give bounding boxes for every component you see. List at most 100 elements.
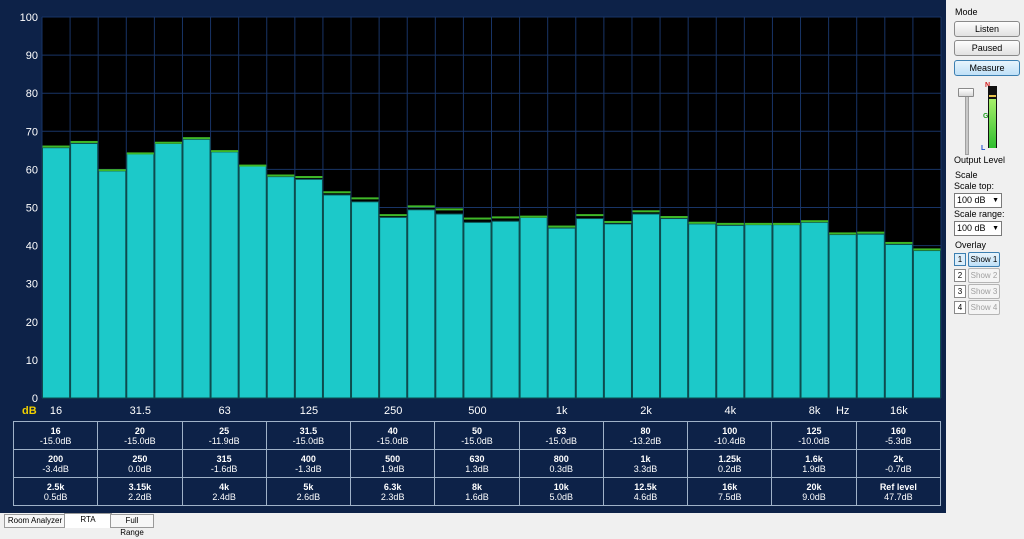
x-tick-label: 63 (218, 405, 230, 417)
peak-marker (182, 137, 211, 140)
band-frequency: 1.6k (805, 453, 823, 464)
peak-marker (913, 248, 941, 251)
table-row: 2.5k 0.5dB 3.15k 2.2dB 4k 2.4dB 5k 2.6dB 6.3k 2.3… (12, 477, 942, 506)
peak-marker (801, 220, 829, 223)
peak-marker (632, 210, 660, 213)
peak-marker (295, 176, 323, 179)
measure-button[interactable]: Measure (954, 60, 1020, 76)
x-tick-label: 2k (640, 405, 652, 417)
band-frequency: 400 (300, 453, 316, 464)
band-level: -15.0dB (461, 435, 493, 446)
bar (70, 142, 99, 399)
band-frequency: 1k (640, 453, 651, 464)
bar (519, 216, 548, 399)
band-level: -11.9dB (208, 435, 240, 446)
band-frequency: 500 (385, 453, 401, 464)
bar (547, 227, 576, 399)
band-level: -15.0dB (376, 435, 409, 446)
band-cell: 630 1.3dB (434, 449, 520, 478)
output-level-slider-track[interactable] (965, 93, 969, 155)
peak-marker (660, 216, 688, 219)
y-tick-label: 100 (20, 12, 38, 24)
table-row: 200 -3.4dB 250 0.0dB 315 -1.6dB 400 -1.3dB 500 1.… (12, 449, 942, 478)
band-cell: 80 -13.2dB (602, 421, 689, 450)
band-cell: 40 -15.0dB (350, 421, 436, 450)
peak-marker (70, 140, 98, 143)
bar (660, 218, 689, 399)
band-cell: 6.3k 2.3dB (350, 477, 436, 506)
scale-range-select[interactable]: 100 dB ▼ (954, 221, 1002, 236)
band-cell: 25 -11.9dB (181, 421, 267, 450)
band-frequency: 25 (219, 425, 230, 436)
peak-marker (154, 141, 182, 144)
overlay-number-toggle[interactable]: 3 (954, 285, 966, 298)
tab-full-range[interactable]: Full Range (110, 514, 154, 537)
peak-marker (407, 205, 435, 208)
x-tick-label: 8k (809, 405, 821, 417)
band-cell: 20k 9.0dB (771, 477, 857, 506)
y-tick-label: 10 (26, 355, 38, 367)
bar (210, 151, 239, 399)
band-level: 0.5dB (43, 491, 68, 502)
output-level-meter-fill (989, 99, 996, 148)
band-level: -0.7dB (885, 463, 912, 474)
band-cell: Ref level 47.7dB (855, 477, 942, 506)
bar (407, 209, 436, 399)
band-level: 0.0dB (128, 463, 152, 474)
band-level: 1.9dB (802, 463, 826, 474)
overlay-number-toggle[interactable]: 4 (954, 301, 966, 314)
overlay-show-button[interactable]: Show 3 (968, 284, 1000, 299)
bar (603, 223, 632, 399)
tab-rta[interactable]: RTA (64, 513, 112, 528)
bar (238, 165, 267, 399)
y-tick-label: 30 (26, 279, 38, 291)
band-level: -15.0dB (124, 435, 156, 446)
overlay-show-button[interactable]: Show 2 (968, 268, 1000, 283)
x-tick-label: 31.5 (130, 405, 151, 417)
band-level: 9.0dB (802, 491, 826, 502)
bar (491, 220, 520, 399)
overlay-number-toggle[interactable]: 1 (954, 253, 966, 266)
peak-marker (829, 232, 857, 235)
output-level-meter-peak (989, 95, 996, 97)
y-tick-label: 20 (26, 317, 38, 329)
bar (435, 213, 464, 399)
peak-marker (211, 150, 239, 153)
chevron-down-icon: ▼ (992, 197, 999, 204)
peak-marker (885, 241, 913, 244)
bar (322, 194, 352, 399)
output-level-label: Output Level (954, 155, 1006, 165)
band-level: 47.7dB (884, 491, 913, 502)
band-frequency: 800 (553, 453, 569, 464)
meter-label-n: N (985, 82, 990, 89)
band-level: 4.6dB (633, 491, 658, 502)
band-cell: 12.5k 4.6dB (602, 477, 689, 506)
band-cell: 2k -0.7dB (855, 449, 942, 478)
y-axis-unit-label: dB (22, 405, 37, 417)
listen-button[interactable]: Listen (954, 21, 1020, 37)
scale-range-label: Scale range: (954, 209, 1005, 219)
band-frequency: 1.25k (718, 453, 742, 464)
scale-top-select[interactable]: 100 dB ▼ (954, 193, 1002, 208)
bar (828, 234, 857, 399)
overlay-show-button[interactable]: Show 4 (968, 300, 1000, 315)
peak-marker (98, 169, 126, 172)
peak-marker (463, 217, 491, 220)
peak-marker (435, 208, 463, 211)
band-frequency: 125 (806, 425, 822, 436)
peak-marker (492, 216, 520, 219)
band-cell: 800 0.3dB (518, 449, 604, 478)
paused-button[interactable]: Paused (954, 40, 1020, 56)
band-cell: 200 -3.4dB (12, 449, 99, 478)
x-tick-label: 125 (300, 405, 318, 417)
overlay-number-toggle[interactable]: 2 (954, 269, 966, 282)
band-level: 1.6dB (465, 491, 489, 502)
overlay-show-button[interactable]: Show 1 (968, 252, 1000, 267)
output-level-slider-thumb[interactable] (958, 88, 974, 97)
bar (631, 213, 661, 399)
bar (463, 221, 492, 399)
bar (266, 176, 295, 399)
tab-room-analyzer[interactable]: Room Analyzer (4, 514, 66, 528)
band-level: 2.3dB (380, 491, 405, 502)
x-tick-label: 16 (50, 405, 62, 417)
